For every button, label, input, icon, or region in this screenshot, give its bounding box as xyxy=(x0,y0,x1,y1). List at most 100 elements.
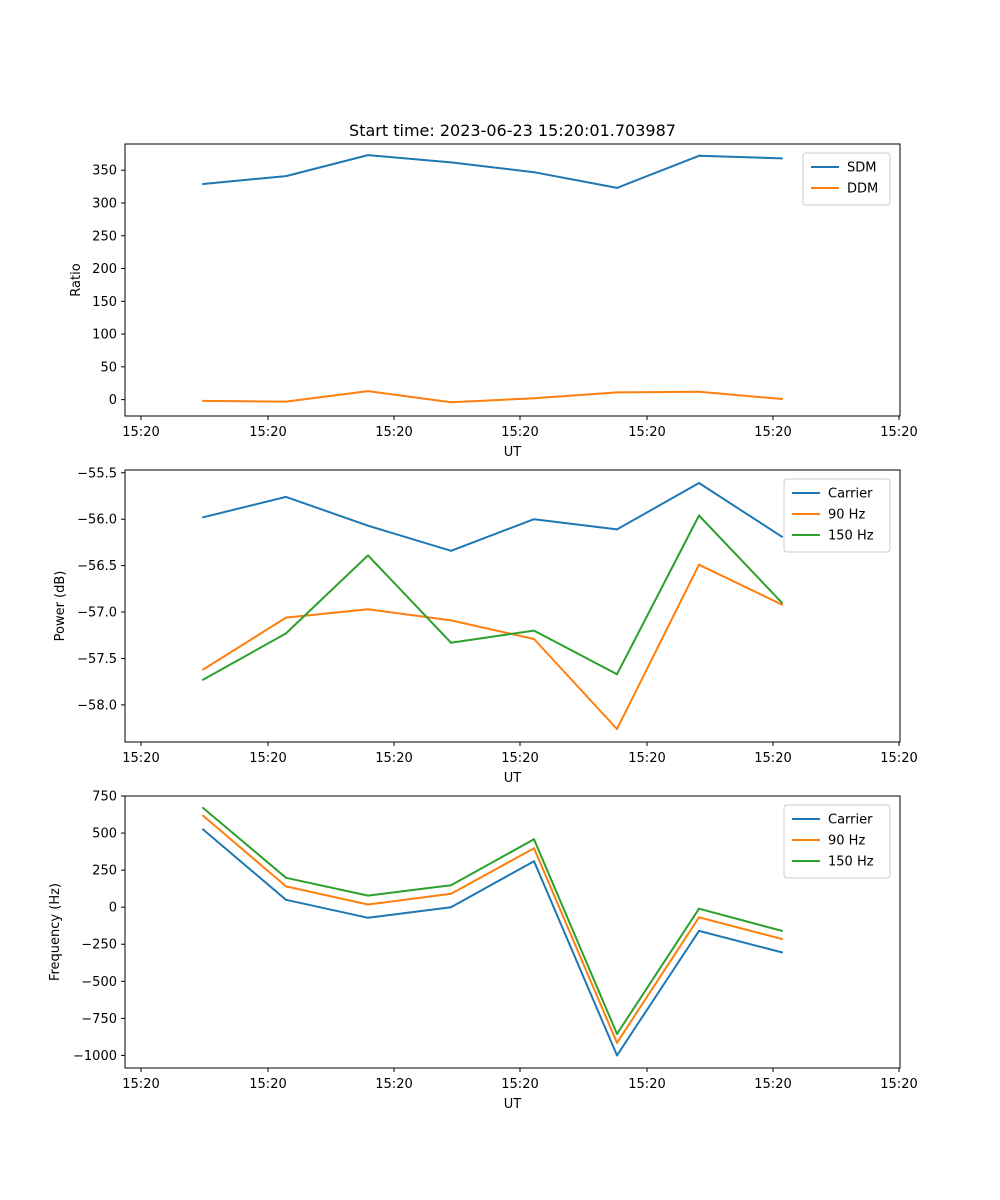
data-point-carrier xyxy=(450,906,452,909)
y-tick-label-1: 300 xyxy=(92,196,117,211)
data-point-ddm xyxy=(285,400,287,403)
data-point-150-hz xyxy=(202,678,204,681)
y-tick-label-3: 500 xyxy=(92,827,117,842)
data-point-sdm xyxy=(616,186,618,189)
x-tick-label-2: 15:20 xyxy=(628,751,665,766)
data-point-sdm xyxy=(533,171,535,174)
y-tick-label-1: 0 xyxy=(109,393,117,408)
data-point-90-hz xyxy=(450,892,452,895)
y-tick-label-1: 250 xyxy=(92,229,117,244)
y-tick-label-2: −57.0 xyxy=(77,606,117,621)
data-point-150-hz xyxy=(285,632,287,635)
legend-box-3 xyxy=(783,804,891,879)
series-line-150-hz xyxy=(202,807,783,1035)
data-point-90-hz xyxy=(367,903,369,906)
data-point-carrier xyxy=(367,916,369,919)
data-point-carrier xyxy=(533,860,535,863)
y-tick-label-1: 100 xyxy=(92,328,117,343)
data-point-carrier xyxy=(698,929,700,932)
data-point-carrier xyxy=(202,828,204,831)
legend-label: Carrier xyxy=(828,487,873,502)
x-tick-label-3: 15:20 xyxy=(754,1077,791,1092)
series-line-carrier xyxy=(202,828,783,1057)
data-point-90-hz xyxy=(367,608,369,611)
x-tick-label-3: 15:20 xyxy=(249,1077,286,1092)
data-point-sdm xyxy=(450,161,452,164)
data-point-90-hz xyxy=(533,847,535,850)
series-line-carrier xyxy=(202,482,783,552)
data-point-150-hz xyxy=(781,601,783,604)
y-tick-label-1: 50 xyxy=(100,360,117,375)
data-point-90-hz xyxy=(781,603,783,606)
y-tick-label-3: −750 xyxy=(81,1012,117,1027)
legend-label: 90 Hz xyxy=(828,834,865,849)
data-point-90-hz xyxy=(285,616,287,619)
x-tick-label-1: 15:20 xyxy=(501,425,538,440)
data-point-carrier xyxy=(202,516,204,519)
legend-label: 90 Hz xyxy=(828,508,865,523)
legend-box-2 xyxy=(783,478,891,553)
figure-title: Start time: 2023-06-23 15:20:01.703987 xyxy=(349,121,676,140)
data-point-sdm xyxy=(781,157,783,160)
x-axis-label-2: UT xyxy=(504,771,522,786)
x-tick-label-3: 15:20 xyxy=(628,1077,665,1092)
x-tick-label-1: 15:20 xyxy=(880,425,917,440)
data-point-ddm xyxy=(781,398,783,400)
x-tick-label-3: 15:20 xyxy=(375,1077,412,1092)
data-point-90-hz xyxy=(781,938,783,940)
data-point-90-hz xyxy=(616,1041,618,1044)
data-point-150-hz xyxy=(533,838,535,841)
series-line-ddm xyxy=(202,390,783,404)
data-point-90-hz xyxy=(450,619,452,622)
data-point-150-hz xyxy=(202,806,204,809)
x-tick-label-2: 15:20 xyxy=(501,751,538,766)
data-point-carrier xyxy=(285,898,287,901)
x-tick-label-1: 15:20 xyxy=(122,425,159,440)
plot-frame-1 xyxy=(124,143,901,417)
x-tick-label-3: 15:20 xyxy=(501,1077,538,1092)
plot-frame-2 xyxy=(124,469,901,743)
data-point-carrier xyxy=(698,482,700,484)
legend-label: 150 Hz xyxy=(828,529,874,544)
data-point-90-hz xyxy=(616,728,618,730)
data-point-sdm xyxy=(698,154,700,157)
data-point-90-hz xyxy=(202,814,204,817)
data-point-90-hz xyxy=(202,668,204,671)
y-tick-label-3: −500 xyxy=(81,975,117,990)
y-tick-label-3: 750 xyxy=(92,790,117,805)
legend-label: SDM xyxy=(847,161,876,176)
data-point-150-hz xyxy=(616,1032,618,1035)
data-point-150-hz xyxy=(698,514,700,517)
y-tick-label-3: 250 xyxy=(92,864,117,879)
data-point-90-hz xyxy=(698,563,700,566)
y-tick-label-2: −58.0 xyxy=(77,698,117,713)
x-tick-label-1: 15:20 xyxy=(754,425,791,440)
data-point-sdm xyxy=(285,175,287,178)
data-point-carrier xyxy=(781,951,783,954)
data-point-150-hz xyxy=(450,641,452,644)
x-tick-label-1: 15:20 xyxy=(375,425,412,440)
data-point-carrier xyxy=(781,535,783,538)
data-point-ddm xyxy=(202,399,204,402)
legend-label: Carrier xyxy=(828,813,873,828)
y-tick-label-3: −250 xyxy=(81,938,117,953)
data-point-150-hz xyxy=(616,673,618,676)
data-point-carrier xyxy=(533,518,535,521)
data-point-ddm xyxy=(698,390,700,393)
legend-label: DDM xyxy=(847,182,878,197)
data-point-carrier xyxy=(616,1054,618,1057)
y-axis-label-1: Ratio xyxy=(69,263,84,296)
series-line-150-hz xyxy=(202,514,783,681)
y-tick-label-1: 150 xyxy=(92,295,117,310)
y-tick-label-1: 200 xyxy=(92,262,117,277)
data-point-90-hz xyxy=(285,885,287,888)
series-line-90-hz xyxy=(202,563,783,730)
y-tick-label-2: −56.5 xyxy=(77,559,117,574)
data-point-carrier xyxy=(450,549,452,552)
data-point-ddm xyxy=(450,401,452,404)
x-tick-label-3: 15:20 xyxy=(880,1077,917,1092)
data-point-150-hz xyxy=(450,884,452,887)
y-axis-label-2: Power (dB) xyxy=(53,571,68,642)
x-tick-label-2: 15:20 xyxy=(880,751,917,766)
y-axis-label-3: Frequency (Hz) xyxy=(48,883,63,981)
